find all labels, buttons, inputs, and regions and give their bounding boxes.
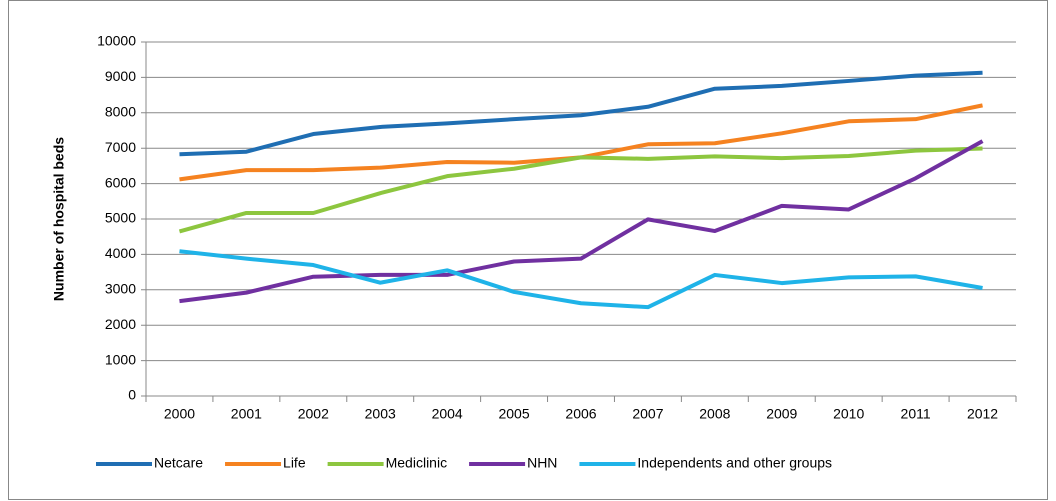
x-tick-label: 2008: [699, 406, 730, 422]
series-line: [179, 249, 983, 310]
y-tick-label: 1000: [105, 351, 136, 367]
legend-label: NHN: [527, 455, 557, 471]
y-tick-label: 7000: [105, 139, 136, 155]
x-tick-label: 2010: [833, 406, 864, 422]
x-tick-label: 2003: [365, 406, 396, 422]
series-line: [179, 139, 984, 304]
x-tick-label: 2004: [432, 406, 463, 422]
x-tick-label: 2002: [298, 406, 329, 422]
legend-label: Netcare: [154, 455, 203, 471]
legend-label: Mediclinic: [386, 455, 447, 471]
y-axis-label: Number of hospital beds: [51, 137, 67, 301]
x-tick-label: 2001: [231, 406, 262, 422]
y-tick-label: 2000: [105, 316, 136, 332]
x-tick-label: 2009: [766, 406, 797, 422]
y-tick-label: 6000: [105, 174, 136, 190]
x-tick-label: 2005: [498, 406, 529, 422]
y-tick-label: 0: [128, 387, 136, 403]
legend-label: Independents and other groups: [637, 455, 832, 471]
x-tick-label: 2006: [565, 406, 596, 422]
x-tick-label: 2011: [901, 406, 931, 422]
chart-border: [8, 0, 1048, 500]
y-tick-label: 10000: [97, 33, 136, 49]
y-tick-label: 4000: [105, 245, 136, 261]
y-tick-label: 9000: [105, 68, 136, 84]
y-tick-label: 5000: [105, 210, 136, 226]
y-tick-label: 3000: [105, 281, 136, 297]
x-tick-label: 2000: [164, 406, 195, 422]
legend-label: Life: [283, 455, 306, 471]
x-tick-label: 2012: [967, 406, 998, 422]
series-line: [178, 146, 983, 234]
series-line: [179, 70, 983, 157]
x-tick-label: 2007: [632, 406, 663, 422]
y-tick-label: 8000: [105, 104, 136, 120]
